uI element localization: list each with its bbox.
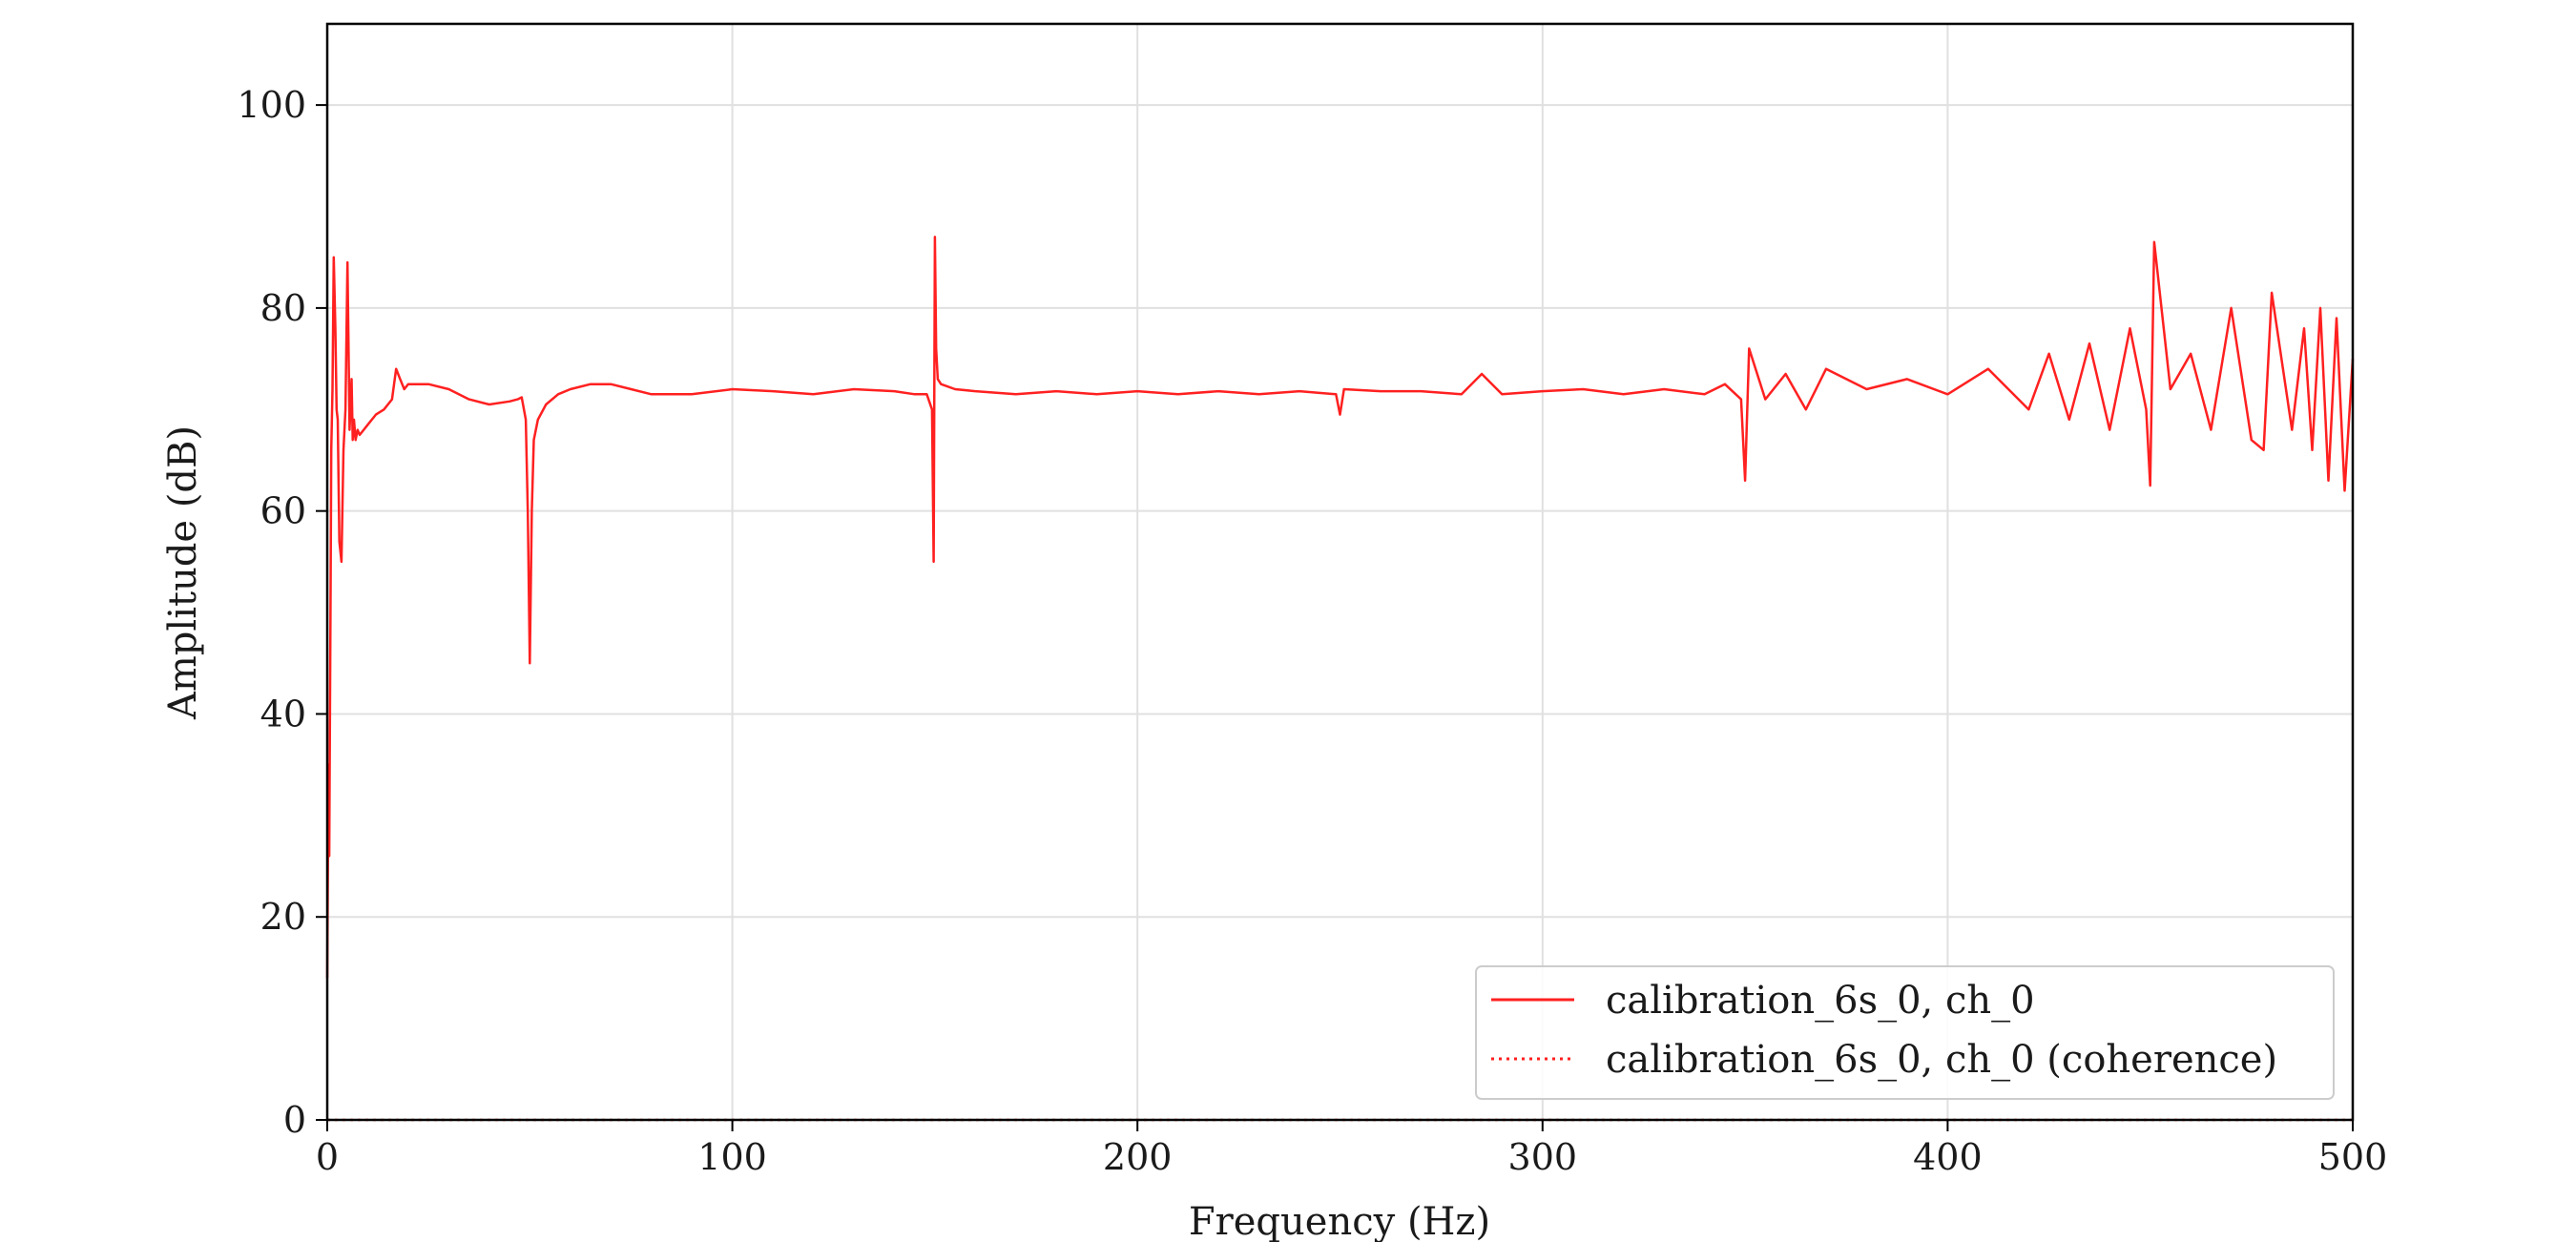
y-tick-label-4: 80 (260, 287, 306, 329)
plot-frame (325, 22, 2355, 1122)
x-tick-label-3: 300 (1508, 1136, 1578, 1178)
y-axis-label: Amplitude (dB) (161, 425, 205, 720)
series-line-0 (325, 236, 2355, 979)
x-tick-label-1: 100 (697, 1136, 767, 1178)
axis-ticks: 0 100 200 300 400 500 0 20 40 60 80 100 (237, 84, 2387, 1178)
y-tick-label-5: 100 (237, 84, 306, 126)
legend: calibration_6s_0, ch_0 calibration_6s_0,… (1475, 965, 2335, 1100)
grid (326, 24, 2354, 1121)
x-axis-label: Frequency (Hz) (1189, 1200, 1490, 1242)
y-tick-label-0: 0 (283, 1099, 306, 1141)
y-tick-label-3: 60 (260, 490, 306, 532)
legend-box (1475, 965, 2335, 1100)
legend-label-series-0: calibration_6s_0, ch_0 (1606, 979, 2035, 1023)
x-tick-label-0: 0 (316, 1136, 339, 1178)
y-tick-label-2: 40 (260, 693, 306, 735)
x-tick-label-5: 500 (2318, 1136, 2388, 1178)
legend-label-series-1: calibration_6s_0, ch_0 (coherence) (1606, 1038, 2277, 1082)
x-tick-label-2: 200 (1103, 1136, 1173, 1178)
y-tick-label-1: 20 (260, 896, 306, 938)
x-tick-label-4: 400 (1913, 1136, 1983, 1178)
